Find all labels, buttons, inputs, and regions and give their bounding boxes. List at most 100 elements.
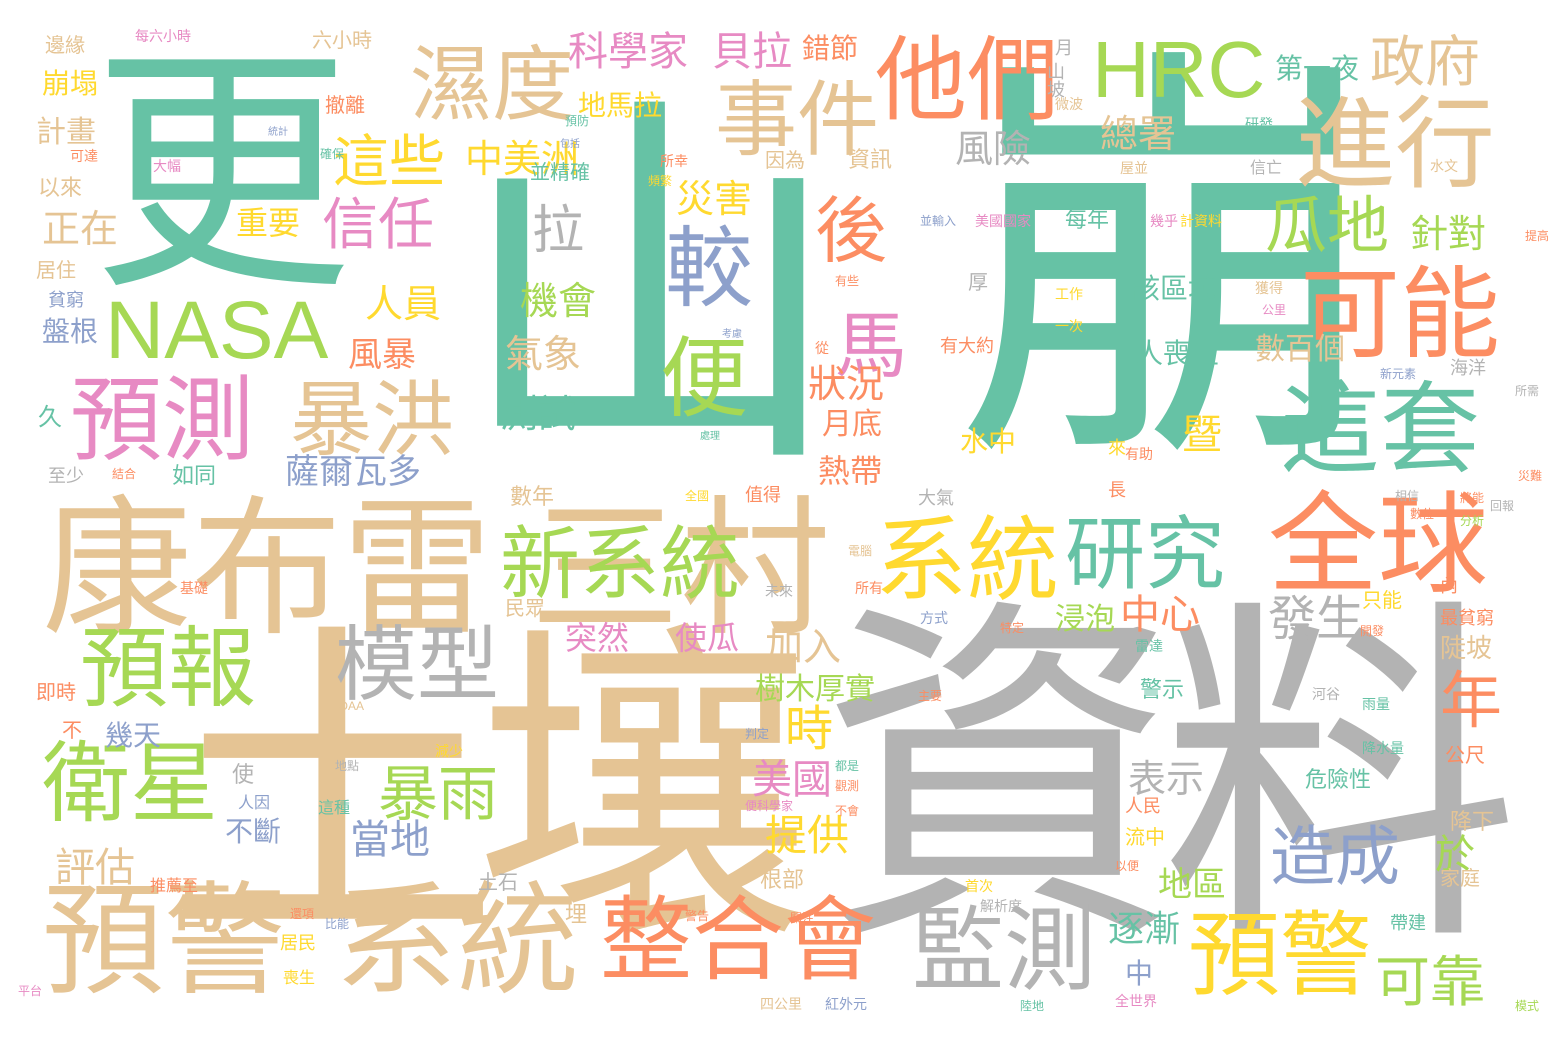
cloud-word: 這種 <box>318 798 351 817</box>
cloud-word: 評估 <box>55 845 135 891</box>
cloud-word: 樹木厚實 <box>755 672 875 707</box>
cloud-word: 不 <box>62 718 82 742</box>
cloud-word: 使瓜 <box>675 619 740 657</box>
cloud-word: 都是 <box>835 759 860 773</box>
cloud-word: 瓜地 <box>1265 189 1390 262</box>
cloud-word: 土壤 <box>165 597 810 987</box>
cloud-word: 比能 <box>325 917 350 931</box>
cloud-word: 地馬拉 <box>578 89 663 122</box>
cloud-word: 使 <box>232 763 255 788</box>
cloud-word: 海洋 <box>1450 358 1486 379</box>
cloud-word: 地點 <box>335 759 360 773</box>
cloud-word: 平台 <box>18 984 43 998</box>
cloud-word: 三村 <box>530 483 831 657</box>
cloud-word: 監測 <box>912 897 1097 1004</box>
cloud-word: 數百個 <box>1255 332 1345 367</box>
cloud-word: 即時 <box>36 680 76 704</box>
cloud-word: 公里 <box>1262 303 1287 317</box>
cloud-word: 開發 <box>1360 624 1385 638</box>
cloud-word: 數年 <box>510 485 555 510</box>
cloud-word: 這些 <box>333 130 445 195</box>
cloud-word: 熱帶 <box>818 452 883 490</box>
cloud-word: 月 <box>1055 38 1073 59</box>
cloud-word: NOAA <box>330 699 365 713</box>
cloud-word: 提供 <box>765 811 850 860</box>
cloud-word: 流中 <box>1125 825 1165 849</box>
cloud-word: 頻繁 <box>648 174 673 188</box>
cloud-word: 方式 <box>920 611 948 627</box>
cloud-word: 濕度 <box>410 38 575 133</box>
cloud-word: 整合會 <box>600 887 877 994</box>
cloud-word: 居住 <box>36 258 76 282</box>
cloud-word: 值得 <box>745 485 781 506</box>
cloud-word: 只能 <box>1362 588 1402 612</box>
cloud-word: 考慮 <box>722 329 742 340</box>
cloud-word: 可靠 <box>1375 950 1486 1014</box>
cloud-word: 有些 <box>835 274 860 288</box>
cloud-word: 暴洪 <box>290 373 455 468</box>
cloud-word: 統計 <box>268 127 288 138</box>
cloud-word: 正在 <box>42 207 119 251</box>
cloud-word: 以便 <box>1115 859 1140 873</box>
cloud-word: 暨 <box>1182 412 1222 458</box>
cloud-word: 內 <box>1440 576 1458 597</box>
cloud-word: 災害 <box>676 177 753 221</box>
cloud-word: 處理 <box>700 431 720 442</box>
cloud-word: 從 <box>815 341 829 357</box>
cloud-word: 便科學家 <box>745 799 794 813</box>
cloud-word: 突然 <box>565 619 630 657</box>
cloud-word: 以來 <box>38 176 83 201</box>
cloud-word: 結合 <box>112 467 137 481</box>
cloud-word: 減少 <box>435 744 463 760</box>
cloud-word: 微波 <box>1055 97 1083 113</box>
cloud-word: 並輸入 <box>920 214 957 228</box>
cloud-word: 首次 <box>965 879 993 895</box>
cloud-word: 未來 <box>765 584 793 600</box>
cloud-word: 全球 <box>1268 481 1488 609</box>
cloud-word: 崩塌 <box>42 67 99 100</box>
cloud-word: 風暴 <box>348 335 416 375</box>
cloud-word: 河谷 <box>1312 687 1340 703</box>
cloud-word: 四公里 <box>760 997 802 1013</box>
cloud-word: 土石 <box>478 870 518 894</box>
cloud-word: 第一夜 <box>1275 52 1360 85</box>
cloud-word: 有助 <box>1125 447 1153 463</box>
cloud-word: 狀況 <box>808 362 885 406</box>
cloud-word: 雨量 <box>1362 697 1390 713</box>
cloud-word: 喪生 <box>283 968 316 987</box>
cloud-word: 提高 <box>1525 229 1548 243</box>
cloud-word: 造成 <box>1270 820 1401 895</box>
cloud-word: 降下 <box>1450 810 1495 835</box>
cloud-word: 不斷 <box>225 815 282 848</box>
cloud-word: 山 <box>455 63 845 517</box>
cloud-word: 新系統 <box>500 518 740 611</box>
cloud-word: 該區域 <box>1132 272 1217 305</box>
cloud-word: 確保 <box>320 147 345 161</box>
cloud-word: 風險 <box>955 127 1032 171</box>
cloud-word: 人員 <box>365 282 442 326</box>
cloud-word: 根部 <box>760 868 805 893</box>
cloud-word: 信亡 <box>1250 158 1283 177</box>
cloud-word: 系統 <box>335 870 579 1012</box>
cloud-word: 紅外元 <box>825 997 867 1013</box>
cloud-word: 相信 <box>1395 489 1420 503</box>
cloud-word: 警告 <box>685 909 710 923</box>
cloud-word: 中心 <box>1120 592 1200 638</box>
cloud-word: 民眾 <box>505 596 545 620</box>
cloud-word: 山坡 <box>1044 62 1065 98</box>
cloud-word: 預警 <box>42 870 286 1012</box>
cloud-word: NASA <box>105 285 329 376</box>
cloud-word: 幾天 <box>105 719 162 752</box>
cloud-word: 計資料 <box>1180 214 1222 230</box>
cloud-word: 來 <box>1108 438 1126 459</box>
cloud-word: 當地 <box>350 817 430 863</box>
cloud-word: 浸泡 <box>1055 602 1115 637</box>
cloud-word: 預防 <box>565 114 590 128</box>
cloud-word: 更 <box>92 24 352 326</box>
cloud-word: 厚 <box>968 270 988 294</box>
cloud-word: 所有 <box>855 581 883 597</box>
cloud-word: 分析 <box>1460 514 1485 528</box>
cloud-word: 基礎 <box>180 581 208 597</box>
cloud-word: 可達 <box>70 149 98 165</box>
cloud-word: 研究 <box>1065 508 1225 601</box>
